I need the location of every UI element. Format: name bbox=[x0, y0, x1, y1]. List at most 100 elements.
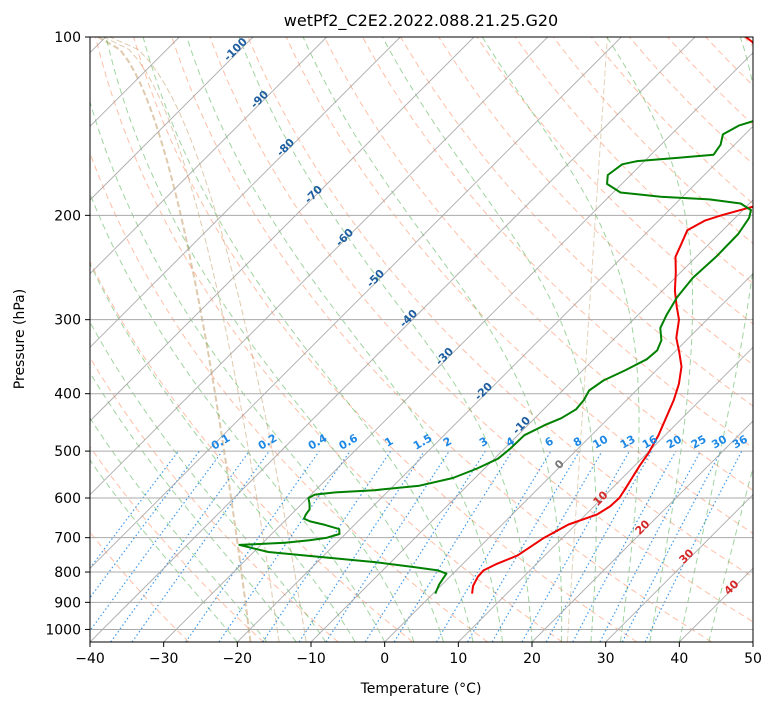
isotherm-line bbox=[310, 199, 753, 642]
isotherm-line bbox=[384, 272, 753, 642]
pressure-grid-lines bbox=[90, 37, 753, 630]
mixing-ratio-label: 1 bbox=[382, 435, 395, 450]
mixing-ratio-line bbox=[466, 450, 580, 642]
mixing-ratio-label: 0.1 bbox=[209, 432, 232, 453]
dry-adiabat-line bbox=[438, 37, 753, 366]
dewpoint-line bbox=[238, 120, 753, 594]
moist-adiabat-label: 30 bbox=[677, 546, 697, 566]
isotherm-line bbox=[236, 125, 753, 642]
dry-adiabat-line bbox=[90, 356, 339, 642]
dry-adiabat-line bbox=[552, 37, 753, 245]
mixing-ratio-label: 10 bbox=[591, 432, 611, 451]
isotherm-line bbox=[90, 37, 328, 275]
dry-adiabat-label: -100 bbox=[221, 35, 250, 64]
dry-adiabat-line bbox=[323, 37, 753, 491]
mixing-ratio-line bbox=[521, 450, 631, 642]
isotherm-line bbox=[90, 37, 254, 201]
moist-adiabat-line bbox=[238, 37, 533, 642]
mixing-ratio-label: 6 bbox=[543, 434, 556, 449]
mixing-ratio-label: 13 bbox=[618, 433, 638, 452]
dry-adiabat-line bbox=[90, 260, 414, 642]
dry-adiabat-line bbox=[247, 37, 753, 578]
dry-adiabat-label: -90 bbox=[248, 88, 271, 111]
dry-adiabat-label: -20 bbox=[472, 380, 495, 403]
line-labels: -100-90-80-70-60-50-40-30-20-100.1 0.2 0.4… bbox=[209, 35, 750, 598]
ccl-curve bbox=[566, 37, 608, 642]
dry-adiabat-label: -40 bbox=[397, 307, 420, 330]
moist-adiabat-line bbox=[90, 371, 297, 642]
moist-adiabat-line bbox=[142, 37, 474, 642]
dry-adiabat-line bbox=[705, 37, 753, 87]
dry-adiabat-line bbox=[476, 37, 753, 325]
mixing-ratio-line bbox=[90, 450, 179, 570]
y-tick-label: 700 bbox=[54, 531, 81, 547]
mixing-ratio-line bbox=[90, 450, 200, 599]
dry-adiabat-line bbox=[90, 531, 190, 642]
mixing-ratio-line bbox=[110, 450, 250, 642]
moist-adiabat-line bbox=[678, 37, 753, 642]
moist-adiabat-line bbox=[606, 37, 694, 642]
y-axis-ticks: 100 200 300 400 500 600 700 800 900 1000 bbox=[45, 30, 90, 638]
moist-adiabat-line bbox=[90, 417, 268, 642]
moist-adiabat-line bbox=[90, 459, 238, 642]
isotherm-line bbox=[457, 346, 753, 642]
x-tick-label: −30 bbox=[149, 651, 179, 667]
x-tick-label: 20 bbox=[523, 651, 541, 667]
y-tick-label: 500 bbox=[54, 444, 81, 460]
isotherm-line bbox=[531, 420, 753, 642]
mixing-ratio-line bbox=[185, 450, 320, 642]
mixing-ratio-line bbox=[131, 450, 270, 642]
y-tick-label: 600 bbox=[54, 491, 81, 507]
mixing-ratio-line bbox=[393, 450, 513, 642]
ccl-curve-lines bbox=[97, 37, 608, 642]
mixing-ratio-line bbox=[599, 450, 702, 642]
dry-adiabat-line bbox=[743, 37, 753, 47]
dry-adiabat-label: -10 bbox=[510, 414, 533, 437]
mixing-ratio-line bbox=[364, 450, 486, 642]
dry-adiabat-line bbox=[90, 151, 488, 642]
y-tick-label: 100 bbox=[54, 30, 81, 46]
isotherm-line bbox=[90, 37, 475, 422]
dry-adiabat-line bbox=[209, 37, 753, 623]
dry-adiabat-line bbox=[95, 37, 563, 642]
zero-label: 0 bbox=[552, 457, 567, 472]
mixing-ratio-label: 0.4 bbox=[306, 431, 330, 452]
moist-adiabat-line bbox=[105, 37, 445, 642]
isotherm-line bbox=[752, 641, 753, 642]
mixing-ratio-label: 16 bbox=[640, 432, 660, 451]
mixing-ratio-line bbox=[298, 450, 425, 642]
dry-adiabat-line bbox=[514, 37, 753, 285]
dry-adiabat-line bbox=[90, 445, 264, 642]
mixing-ratio-label: 1.5 bbox=[411, 432, 434, 453]
x-tick-label: 50 bbox=[744, 651, 762, 667]
moist-adiabat-line bbox=[186, 37, 503, 642]
moist-adiabat-label: 40 bbox=[722, 577, 742, 597]
moist-adiabat-line bbox=[302, 37, 563, 642]
dry-adiabat-label: -60 bbox=[333, 226, 356, 249]
plot-frame bbox=[89, 36, 754, 643]
dry-adiabat-label: -30 bbox=[433, 345, 456, 368]
dry-adiabat-line bbox=[133, 37, 638, 642]
mixing-ratio-line bbox=[572, 450, 677, 642]
x-tick-label: −10 bbox=[296, 651, 326, 667]
mixing-ratio-label: 25 bbox=[689, 433, 709, 452]
moist-adiabat-line bbox=[90, 262, 356, 642]
isotherm-line bbox=[90, 37, 696, 642]
mixing-ratio-line bbox=[262, 450, 392, 642]
isotherm-line bbox=[605, 493, 753, 642]
mixing-ratio-lines bbox=[90, 450, 743, 642]
y-tick-label: 800 bbox=[54, 565, 81, 581]
moist-adiabat-label: 10 bbox=[591, 488, 611, 508]
sounding-series bbox=[238, 37, 753, 594]
plot-area: -100-90-80-70-60-50-40-30-20-100.1 0.2 0.4… bbox=[90, 35, 753, 642]
y-tick-label: 200 bbox=[54, 208, 81, 224]
moist-adiabat-line bbox=[381, 37, 597, 642]
ccl-curve bbox=[97, 37, 252, 642]
y-tick-label: 300 bbox=[54, 313, 81, 329]
dry-adiabat-label: -80 bbox=[274, 136, 297, 159]
ccl-curve bbox=[109, 37, 307, 642]
x-axis-ticks: −40 −30 −20 −10 0 10 20 30 40 50 bbox=[75, 642, 762, 667]
mixing-ratio-line bbox=[644, 450, 743, 642]
mixing-ratio-label: 3 bbox=[477, 435, 490, 450]
